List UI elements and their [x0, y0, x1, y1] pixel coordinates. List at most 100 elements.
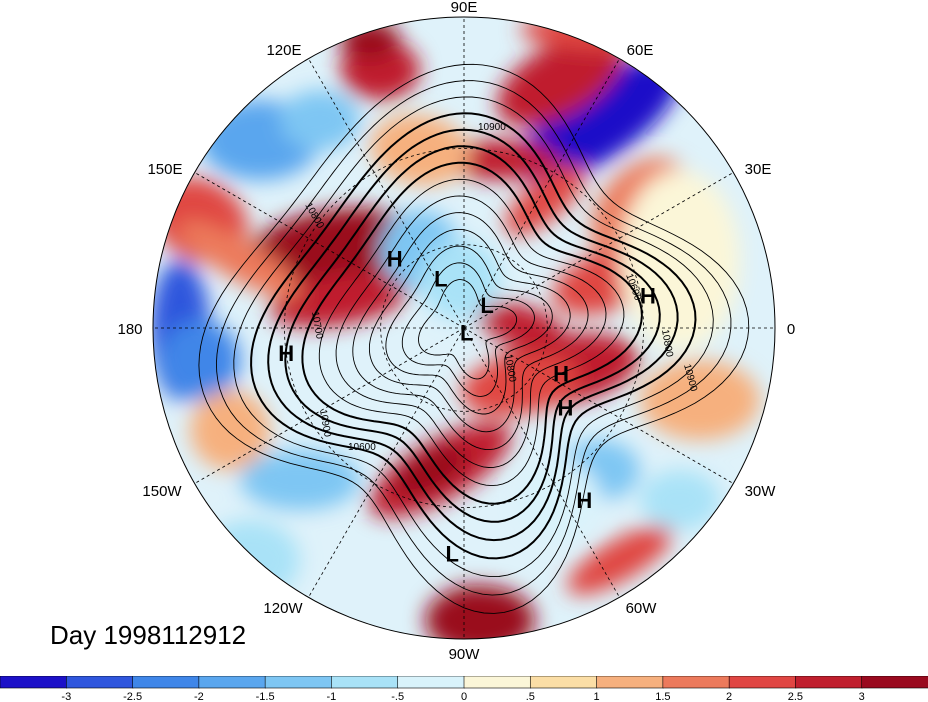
lon-label-60w: 60W	[626, 600, 658, 617]
lon-label-60e: 60E	[627, 42, 654, 59]
colorbar-tick: -1	[327, 691, 337, 702]
lon-label-0: 0	[787, 321, 795, 338]
low-pressure-label: L	[480, 293, 493, 318]
meridian	[194, 172, 465, 329]
colorbar-tick: -.5	[391, 691, 404, 702]
colorbar-cell	[728, 676, 797, 689]
colorbar-cell	[0, 676, 68, 689]
anomaly-blob	[496, 33, 624, 127]
colorbar-tick: 2	[726, 691, 732, 702]
lon-label-150w: 150W	[142, 483, 182, 500]
lon-label-30e: 30E	[745, 161, 772, 178]
colorbar-tick: -2	[194, 691, 204, 702]
low-pressure-label: L	[434, 266, 447, 291]
height-contour	[284, 145, 661, 523]
colorbar: -3 -2.5 -2 -1.5 -1 -.5 0 .5 1 1.5 2 2.5 …	[0, 676, 928, 702]
high-pressure-label: H	[553, 361, 569, 386]
anomaly-blob	[520, 460, 600, 540]
high-pressure-label: H	[558, 395, 574, 420]
lon-label-90w: 90W	[449, 646, 481, 663]
meridian	[308, 327, 465, 598]
height-contour	[301, 161, 643, 505]
anomaly-blob	[504, 164, 586, 236]
height-contour	[352, 212, 589, 451]
colorbar-tick: 2.5	[788, 691, 803, 702]
lon-label-90e: 90E	[451, 0, 478, 16]
colorbar-cell	[596, 676, 664, 689]
colorbar-tick: 3	[859, 691, 865, 702]
height-contour	[418, 279, 518, 380]
colorbar-tick: -3	[61, 691, 71, 702]
colorbar-cell	[264, 676, 333, 689]
anomaly-blob	[460, 353, 580, 417]
meridian	[463, 327, 620, 598]
colorbar-cell	[463, 676, 532, 689]
lon-label-150e: 150E	[147, 161, 182, 178]
height-contour	[198, 63, 750, 614]
colorbar-tick: -2.5	[123, 691, 142, 702]
anomaly-blob	[200, 520, 300, 600]
height-contour	[215, 80, 732, 596]
anomaly-blob	[178, 220, 302, 300]
colorbar-cell	[861, 676, 928, 689]
high-pressure-label: H	[278, 341, 294, 366]
meridian	[463, 172, 734, 329]
contour-label: 10900	[317, 409, 333, 439]
lon-label-30w: 30W	[745, 483, 777, 500]
anomaly-blob	[190, 390, 270, 470]
colorbar-cells	[0, 676, 928, 689]
colorbar-cell	[331, 676, 399, 689]
high-pressure-label: H	[576, 488, 592, 513]
height-contour	[318, 178, 625, 487]
anomaly-blob	[240, 450, 360, 510]
plot-title: Day 1998112912	[50, 620, 247, 650]
height-contour	[250, 112, 697, 560]
low-pressure-label: L	[445, 542, 458, 567]
contour-label: 10800	[502, 354, 518, 384]
colorbar-tick: 1	[594, 691, 600, 702]
colorbar-cell	[662, 676, 730, 689]
anomaly-blob	[270, 272, 410, 328]
meridian	[463, 58, 620, 329]
colorbar-cell	[198, 676, 266, 689]
meridian	[308, 58, 465, 329]
polar-map: 10900 10800 10600 10900 10800 10700 1060…	[117, 0, 795, 663]
longitude-labels: 90E 60E 30E 0 30W 60W 90W 120W 150W 180 …	[117, 0, 795, 663]
lon-label-120e: 120E	[266, 42, 301, 59]
colorbar-tick-labels: -3 -2.5 -2 -1.5 -1 -.5 0 .5 1 1.5 2 2.5 …	[61, 691, 864, 702]
meridian	[463, 327, 734, 484]
graticule	[153, 17, 775, 639]
anomaly-blob	[520, 17, 700, 50]
anomaly-blob	[519, 57, 681, 183]
colorbar-tick: 0	[461, 691, 467, 702]
colorbar-cell	[795, 676, 863, 689]
height-contour	[267, 128, 679, 542]
colorbar-cell	[397, 676, 465, 689]
contour-label: 10700	[309, 311, 325, 341]
height-contours	[198, 63, 750, 614]
colorbar-cell	[65, 676, 134, 689]
height-contour	[233, 96, 714, 578]
anomaly-blob	[640, 470, 720, 530]
high-pressure-label: H	[640, 284, 656, 309]
colorbar-cell	[529, 676, 598, 689]
lon-label-120w: 120W	[263, 600, 303, 617]
colorbar-cell	[132, 676, 200, 689]
height-contour	[368, 228, 571, 433]
height-contour	[401, 262, 535, 397]
colorbar-tick: 1.5	[655, 691, 670, 702]
contour-label: 10900	[478, 122, 506, 133]
anomaly-blob	[567, 525, 673, 595]
parallel	[284, 148, 644, 508]
height-contour	[335, 195, 607, 468]
anomaly-blob	[160, 320, 240, 400]
anomaly-blob	[393, 443, 467, 497]
map-border	[152, 16, 776, 640]
anomaly-blob	[620, 170, 740, 350]
high-pressure-label: H	[387, 247, 403, 272]
meridian	[194, 327, 465, 484]
anomaly-blob	[280, 90, 360, 150]
parallel	[380, 244, 548, 412]
contour-label: 10600	[348, 442, 376, 453]
